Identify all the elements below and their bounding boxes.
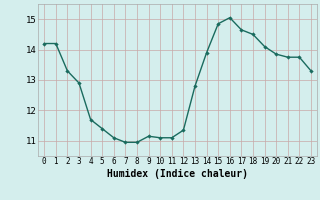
X-axis label: Humidex (Indice chaleur): Humidex (Indice chaleur) <box>107 169 248 179</box>
